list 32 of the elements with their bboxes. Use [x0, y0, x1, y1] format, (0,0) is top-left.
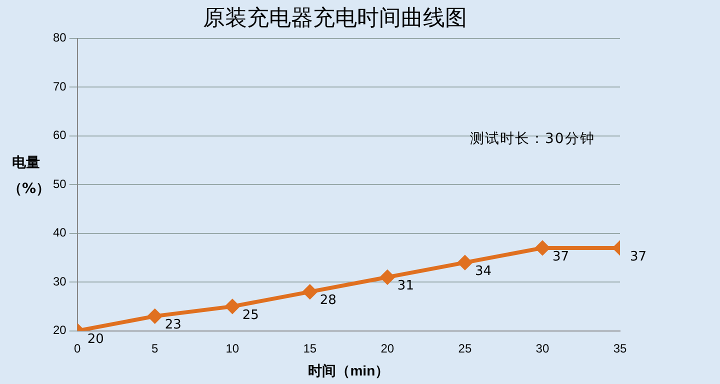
annotation: 测试时长：30分钟: [470, 130, 595, 148]
data-label: 25: [242, 308, 259, 323]
point: [148, 309, 162, 324]
x-axis-title: 时间（min）: [308, 362, 390, 378]
x-tick-label: 20: [380, 341, 394, 356]
point: [458, 256, 472, 270]
y-tick-label: 80: [52, 30, 67, 45]
y-tick-label: 70: [52, 79, 67, 94]
x-tick-label: 0: [74, 341, 82, 356]
y-tick-label: 60: [52, 128, 67, 142]
point: [535, 240, 550, 255]
y-tick-label: 50: [52, 176, 67, 191]
x-tick-label: 15: [303, 341, 317, 356]
x-tick-label: 35: [613, 341, 627, 356]
y-tick-label: 20: [52, 323, 67, 338]
y-axis-title: 电量（%）: [8, 154, 50, 199]
x-tick-label: 5: [152, 341, 159, 356]
data-label: 31: [397, 278, 414, 294]
x-tick-label: 10: [226, 341, 240, 356]
point: [302, 284, 317, 299]
point: [380, 270, 394, 284]
data-label: 37: [552, 249, 570, 264]
x-tick-label: 25: [458, 341, 472, 356]
data-label: 28: [320, 293, 336, 308]
data-label: 23: [164, 318, 182, 333]
point: [225, 299, 240, 314]
chart-title: 原装充电器充电时间曲线图: [203, 6, 467, 31]
data-label: 34: [474, 264, 492, 279]
y-tick-label: 40: [52, 226, 67, 240]
data-label: 37: [630, 249, 647, 264]
y-tick-label: 30: [52, 274, 67, 288]
x-tick-label: 30: [536, 341, 550, 356]
